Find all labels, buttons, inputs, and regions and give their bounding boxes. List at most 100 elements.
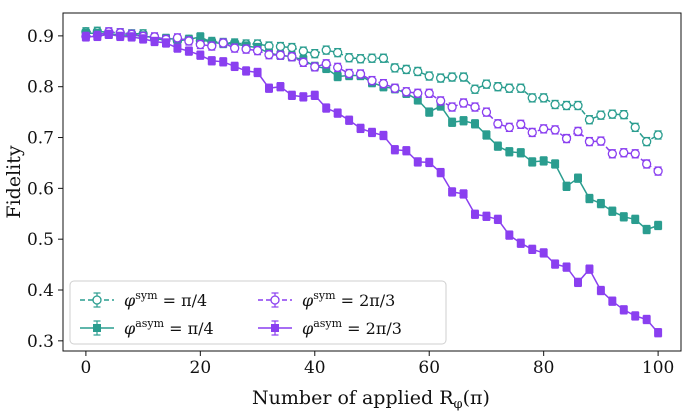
data-point — [653, 130, 663, 140]
data-point — [116, 32, 125, 41]
data-point — [481, 107, 492, 117]
data-point — [436, 102, 445, 111]
data-point — [551, 159, 560, 168]
data-point — [561, 133, 572, 144]
data-point — [139, 34, 148, 43]
data-point — [173, 44, 182, 53]
legend-marker — [92, 295, 102, 305]
x-tick-label: 60 — [418, 358, 440, 378]
y-tick-label: 0.9 — [27, 27, 54, 47]
data-point — [299, 92, 308, 101]
data-point — [470, 102, 480, 112]
data-point — [619, 212, 628, 221]
x-axis-label-sub: φ — [454, 397, 463, 412]
y-tick-label: 0.8 — [27, 78, 54, 98]
data-point — [321, 59, 331, 69]
legend-label: φsym = 2π/3 — [302, 289, 395, 310]
y-tick-label: 0.5 — [27, 230, 54, 250]
x-axis-label: Number of applied Rφ(π) — [252, 387, 490, 412]
data-point — [150, 37, 159, 46]
data-point — [264, 50, 274, 60]
legend-label-base: φ — [302, 319, 314, 338]
legend-item-1: φsym = π/4 — [80, 289, 207, 310]
data-point — [447, 72, 457, 82]
data-point — [276, 82, 285, 91]
data-point — [504, 83, 514, 93]
data-point — [458, 72, 469, 82]
data-point — [436, 96, 446, 106]
data-point — [344, 53, 354, 63]
data-point — [287, 91, 296, 100]
data-point — [458, 98, 469, 108]
data-point — [653, 166, 663, 176]
data-point — [413, 95, 422, 104]
data-point — [631, 311, 640, 320]
data-point — [104, 30, 113, 39]
legend-label-rest: = π/4 — [164, 319, 214, 338]
data-point — [162, 38, 170, 47]
data-point — [527, 93, 537, 103]
data-point — [550, 99, 560, 110]
data-point — [298, 46, 308, 56]
data-point — [493, 82, 503, 92]
x-tick-label: 80 — [533, 358, 555, 378]
data-point — [459, 116, 468, 125]
data-point — [470, 84, 480, 94]
data-point — [93, 32, 102, 41]
data-point — [504, 122, 514, 133]
data-point — [81, 32, 90, 41]
data-point — [596, 286, 605, 295]
data-point — [448, 118, 457, 127]
data-point — [390, 83, 400, 93]
legend-label-rest: = 2π/3 — [336, 291, 396, 310]
data-point — [378, 53, 389, 63]
data-point — [413, 66, 423, 77]
y-tick-label: 0.4 — [27, 281, 54, 301]
data-point — [596, 110, 606, 120]
legend-item-4: φasym = 2π/3 — [258, 317, 402, 338]
data-point — [585, 194, 594, 203]
data-point — [516, 148, 525, 157]
data-point — [619, 148, 629, 158]
y-axis-label: Fidelity — [3, 145, 25, 218]
data-point — [390, 63, 400, 73]
legend-label: φsym = π/4 — [124, 289, 207, 310]
legend-label: φasym = π/4 — [124, 317, 214, 338]
data-point — [574, 174, 582, 183]
data-point — [447, 102, 457, 112]
legend-item-2: φasym = π/4 — [80, 317, 214, 338]
data-point — [218, 38, 228, 48]
data-point — [333, 47, 343, 58]
data-point — [585, 265, 594, 274]
data-point — [551, 260, 560, 269]
y-axis-ticks: 0.3 0.4 0.5 0.6 0.7 0.8 0.9 — [27, 27, 63, 352]
legend-label: φasym = 2π/3 — [302, 317, 402, 338]
data-point — [310, 49, 320, 59]
data-point — [493, 215, 502, 224]
data-point — [436, 168, 445, 177]
data-point — [471, 210, 479, 219]
y-tick-label: 0.7 — [27, 129, 54, 149]
x-tick-label: 20 — [190, 358, 212, 378]
data-point — [356, 124, 365, 133]
data-point — [184, 36, 194, 46]
legend-marker — [271, 324, 279, 332]
data-point — [436, 73, 446, 83]
data-point — [298, 57, 308, 67]
data-point — [219, 57, 228, 66]
data-point — [482, 212, 491, 221]
data-point — [196, 51, 205, 60]
x-tick-label: 40 — [304, 358, 326, 378]
data-point — [573, 126, 583, 137]
data-point — [252, 45, 263, 56]
legend-label-sup: asym — [135, 317, 164, 330]
data-point — [596, 136, 606, 146]
data-point — [539, 156, 548, 165]
data-point — [287, 52, 297, 62]
data-point — [424, 88, 434, 98]
data-point — [608, 207, 617, 216]
data-point — [561, 100, 572, 111]
series-4 — [81, 29, 663, 338]
legend-label-base: φ — [302, 291, 314, 310]
